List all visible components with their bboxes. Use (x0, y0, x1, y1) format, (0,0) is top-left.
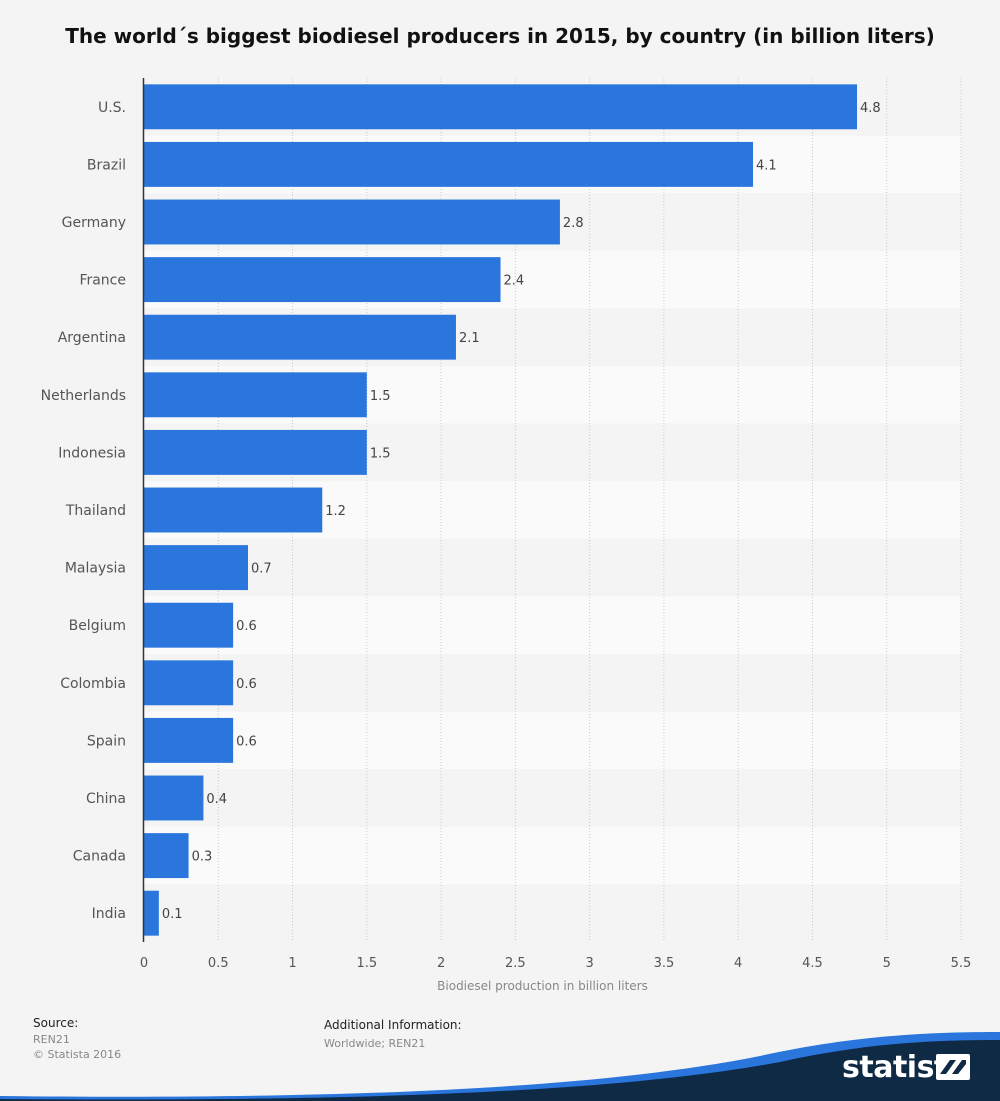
row-band (144, 884, 961, 942)
row-band (144, 826, 961, 885)
category-label: U.S. (98, 100, 126, 116)
statista-logo-icon (936, 1054, 970, 1080)
category-label: Indonesia (58, 445, 126, 461)
bar (144, 660, 234, 706)
data-label: 1.5 (370, 389, 391, 404)
row-band (144, 711, 961, 770)
x-tick-label: 2 (437, 956, 445, 971)
x-tick-label: 0.5 (208, 956, 229, 971)
category-label: Germany (62, 215, 126, 231)
category-label: China (86, 791, 126, 807)
data-label: 0.3 (192, 850, 213, 865)
category-label: India (92, 906, 126, 922)
bar (144, 257, 501, 303)
x-axis-title: Biodiesel production in billion liters (437, 979, 648, 993)
additional-info-line: Worldwide; REN21 (324, 1037, 426, 1050)
row-band (144, 596, 961, 654)
data-label: 0.6 (236, 734, 257, 749)
bar (144, 372, 367, 418)
source-line-2: © Statista 2016 (33, 1048, 122, 1061)
bar (144, 199, 560, 245)
bar (144, 545, 248, 591)
x-tick-label: 0 (140, 956, 148, 971)
data-label: 0.6 (236, 619, 257, 634)
row-band (144, 654, 961, 712)
category-label: Colombia (60, 676, 126, 692)
bar (144, 602, 234, 648)
data-label: 0.6 (236, 677, 257, 692)
category-label: Belgium (69, 618, 126, 634)
data-label: 4.1 (756, 158, 777, 173)
bar (144, 84, 858, 130)
source-line-1: REN21 (33, 1033, 70, 1046)
data-label: 2.4 (504, 274, 525, 289)
category-label: Canada (73, 849, 126, 865)
row-band (144, 538, 961, 597)
source-label: Source: (33, 1016, 79, 1030)
data-label: 0.4 (206, 792, 227, 807)
x-tick-label: 3 (585, 956, 593, 971)
bar-chart: 0 0.5 1 1.5 2 2.5 3 3.5 4 4.5 5 5.5 U.S. 4.8 Brazil 4.1… (41, 78, 972, 993)
data-label: 1.2 (325, 504, 346, 519)
x-tick-label: 2.5 (505, 956, 526, 971)
data-label: 0.1 (162, 907, 183, 922)
data-label: 1.5 (370, 446, 391, 461)
category-label: Thailand (65, 503, 126, 519)
x-tick-label: 3.5 (654, 956, 675, 971)
x-tick-label: 1.5 (356, 956, 377, 971)
chart-title: The world´s biggest biodiesel producers … (65, 24, 935, 48)
data-label: 0.7 (251, 562, 272, 577)
brand-band-dark (0, 1040, 1000, 1101)
bar (144, 141, 754, 187)
x-tick-label: 4.5 (802, 956, 823, 971)
brand-band (0, 1032, 1000, 1101)
bar (144, 429, 367, 475)
data-label: 2.1 (459, 331, 480, 346)
x-tick-label: 1 (288, 956, 296, 971)
category-label: France (79, 273, 126, 289)
category-label: Spain (87, 733, 126, 749)
category-label: Netherlands (41, 388, 126, 404)
bar (144, 890, 159, 936)
category-label: Argentina (58, 330, 126, 346)
bar (144, 314, 456, 360)
bar (144, 717, 234, 763)
row-band (144, 769, 961, 827)
x-tick-label: 5.5 (951, 956, 972, 971)
data-label: 4.8 (860, 101, 881, 116)
bar (144, 487, 323, 533)
bar (144, 833, 189, 879)
additional-info-label: Additional Information: (324, 1018, 462, 1032)
data-label: 2.8 (563, 216, 584, 231)
x-tick-label: 5 (883, 956, 891, 971)
category-label: Malaysia (65, 561, 126, 577)
bar (144, 775, 204, 821)
x-tick-label: 4 (734, 956, 742, 971)
category-label: Brazil (87, 157, 126, 173)
